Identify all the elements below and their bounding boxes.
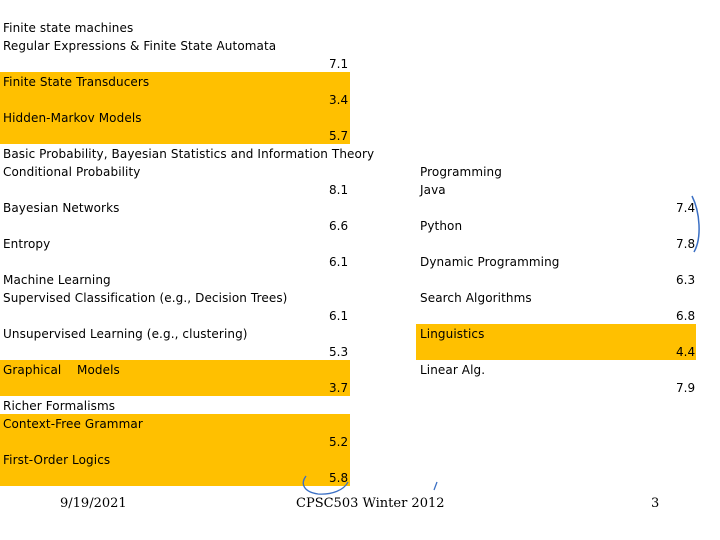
topic-hmm: Hidden-Markov Models bbox=[3, 111, 142, 125]
score-conditional-prob: 8.1 bbox=[329, 183, 349, 197]
topic-linear-alg: Linear Alg. bbox=[420, 363, 486, 377]
footer-date: 9/19/2021 bbox=[60, 496, 127, 511]
topic-entropy: Entropy bbox=[3, 237, 51, 251]
topic-unsupervised: Unsupervised Learning (e.g., clustering) bbox=[3, 327, 248, 341]
topic-regex-fsa: Regular Expressions & Finite State Autom… bbox=[3, 39, 277, 53]
score-dynamic-programming: 6.3 bbox=[676, 273, 696, 287]
highlight-graphical-models bbox=[0, 360, 350, 396]
score-fst: 3.4 bbox=[329, 93, 349, 107]
topic-dynamic-programming: Dynamic Programming bbox=[420, 255, 560, 269]
highlight-linguistics bbox=[416, 324, 696, 360]
score-supervised: 6.1 bbox=[329, 309, 349, 323]
score-search-algorithms: 6.8 bbox=[676, 309, 696, 323]
topic-java: Java bbox=[420, 183, 446, 197]
topic-graphical-models: Graphical Models bbox=[3, 363, 120, 377]
score-unsupervised: 5.3 bbox=[329, 345, 349, 359]
topic-programming: Programming bbox=[420, 165, 502, 179]
score-hmm: 5.7 bbox=[329, 129, 349, 143]
topic-fol: First-Order Logics bbox=[3, 453, 111, 467]
score-linguistics: 4.4 bbox=[676, 345, 696, 359]
score-graphical-models: 3.7 bbox=[329, 381, 349, 395]
topic-richer-formalisms: Richer Formalisms bbox=[3, 399, 116, 413]
score-fol: 5.8 bbox=[329, 471, 349, 485]
topic-fst: Finite State Transducers bbox=[3, 75, 150, 89]
score-bayes-nets: 6.6 bbox=[329, 219, 349, 233]
topic-fsm: Finite state machines bbox=[3, 21, 134, 35]
topic-linguistics: Linguistics bbox=[420, 327, 485, 341]
footer-course: CPSC503 Winter 2012 bbox=[296, 496, 445, 511]
topic-search-algorithms: Search Algorithms bbox=[420, 291, 532, 305]
tick-mark-bottom bbox=[433, 481, 438, 491]
score-regex-fsa: 7.1 bbox=[329, 57, 349, 71]
curve-mark-bottom bbox=[302, 475, 349, 495]
topic-conditional-prob: Conditional Probability bbox=[3, 165, 141, 179]
highlight-fst bbox=[0, 72, 350, 144]
score-python: 7.8 bbox=[676, 237, 696, 251]
topic-cfg: Context-Free Grammar bbox=[3, 417, 143, 431]
topic-python: Python bbox=[420, 219, 463, 233]
score-cfg: 5.2 bbox=[329, 435, 349, 449]
footer-page-number: 3 bbox=[651, 496, 660, 511]
bracket-mark-right bbox=[691, 195, 700, 253]
topic-bayes-nets: Bayesian Networks bbox=[3, 201, 120, 215]
topic-prob-stats-info: Basic Probability, Bayesian Statistics a… bbox=[3, 147, 375, 161]
highlight-richer-formalisms bbox=[0, 414, 350, 486]
score-linear-alg: 7.9 bbox=[676, 381, 696, 395]
score-java: 7.4 bbox=[676, 201, 696, 215]
score-entropy: 6.1 bbox=[329, 255, 349, 269]
topic-supervised: Supervised Classification (e.g., Decisio… bbox=[3, 291, 288, 305]
topic-ml: Machine Learning bbox=[3, 273, 111, 287]
